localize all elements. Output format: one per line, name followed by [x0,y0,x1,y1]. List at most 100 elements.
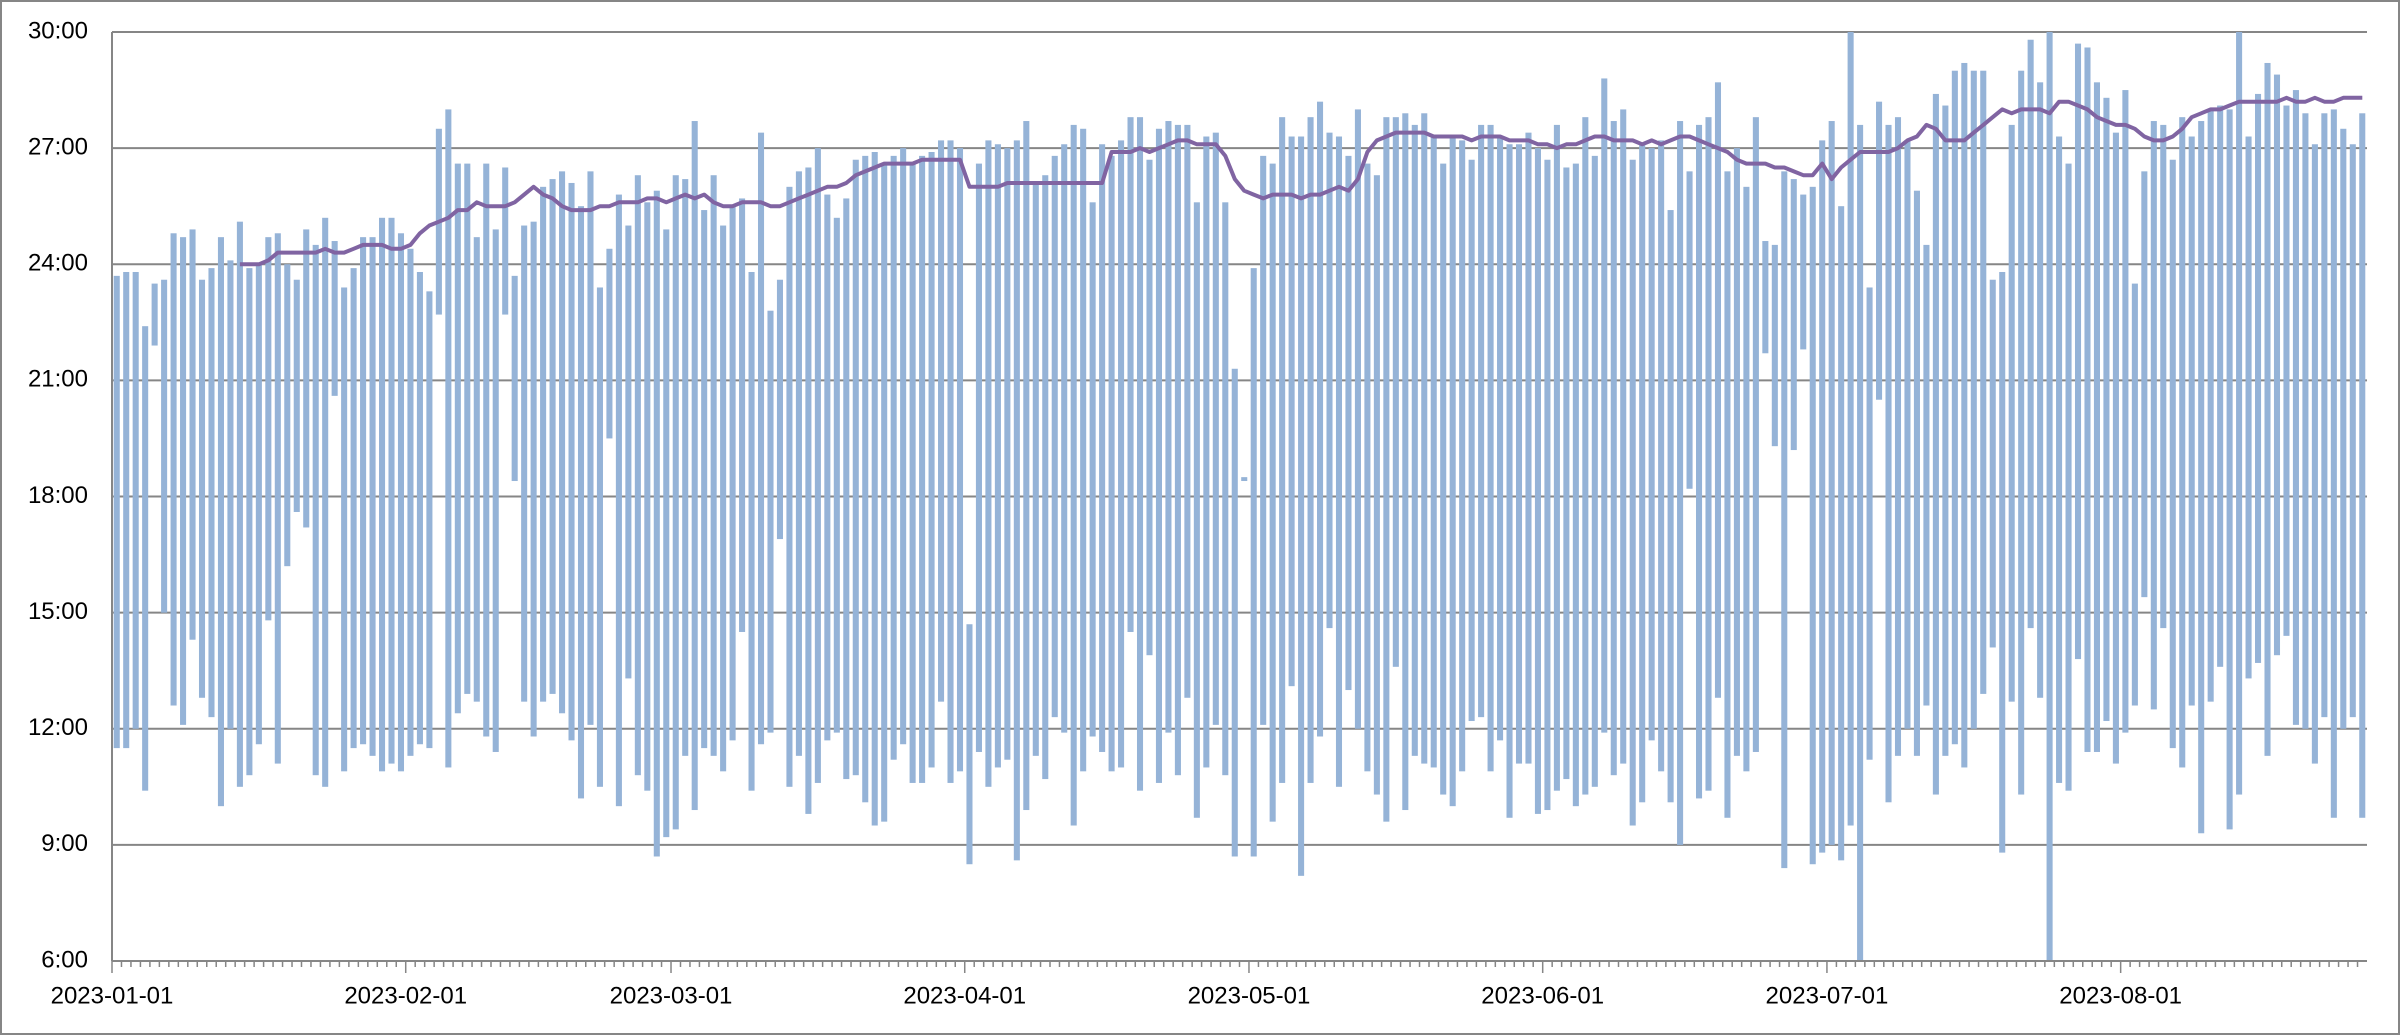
bar [1800,194,1807,350]
bar [2112,132,2119,764]
bar [909,163,916,783]
bar [559,171,566,714]
bar [1809,186,1816,865]
bar [2046,32,2053,961]
bar [2056,136,2063,783]
bar [625,225,632,679]
bar [1724,171,1731,818]
bar [341,287,348,772]
bar [1260,155,1267,725]
bar [322,217,329,787]
bar [1298,136,1305,876]
bar [691,121,698,811]
bar [2074,43,2082,660]
bar [776,279,784,540]
bar [587,171,594,725]
bar [748,271,755,791]
x-tick-label: 2023-01-01 [51,982,174,1009]
bar [644,202,651,791]
bar [871,151,878,826]
bar [1970,70,1977,729]
bar [1686,171,1693,489]
bar [388,217,395,764]
x-tick-label: 2023-02-01 [344,982,467,1009]
bar [720,225,727,772]
bar [1506,144,1513,818]
bar [1913,190,1920,756]
bar [1591,155,1598,787]
bar [1885,124,1892,803]
bar [672,175,679,830]
x-tick-label: 2023-05-01 [1188,982,1311,1009]
bar [1004,148,1011,760]
bar [1553,124,1560,791]
bar [606,248,613,439]
bar [2255,93,2262,663]
bar [378,217,386,772]
bar [2321,113,2328,718]
bar [1421,113,1428,764]
bar [1790,179,1797,451]
x-tick-label: 2023-07-01 [1766,982,1889,1009]
bar [1326,132,1333,629]
bar [2027,39,2034,629]
bar [1032,182,1039,756]
bar [1136,117,1144,791]
bar [805,167,812,814]
bar [1999,271,2006,853]
bar [1762,241,1769,354]
bar [1942,105,1949,756]
bar [2236,32,2243,795]
bar [1771,244,1778,447]
y-tick-label: 24:00 [28,250,88,277]
bar [2160,124,2167,629]
bar [2150,121,2157,710]
bar [1819,140,1826,853]
bar [1212,132,1219,725]
bar [170,233,177,706]
bar [1582,117,1589,795]
bar [938,140,945,702]
bar [1714,82,1722,698]
bar [1184,124,1191,698]
bar [1677,121,1684,845]
bar [1449,136,1456,807]
bar [198,279,206,698]
bar [303,229,310,528]
bar [1525,132,1532,764]
bar [881,163,888,822]
bar [445,109,452,768]
y-tick-label: 30:00 [28,17,88,44]
bar [416,271,423,745]
x-tick-label: 2023-04-01 [903,982,1026,1009]
bar [767,310,774,733]
bar [312,244,319,776]
bar [274,233,281,764]
bar [1515,144,1523,764]
y-tick-label: 27:00 [28,133,88,160]
y-tick-label: 12:00 [28,714,88,741]
bar [1051,155,1058,718]
y-tick-label: 6:00 [41,946,88,973]
bar [492,229,499,752]
bar [2103,97,2110,722]
bar [2093,82,2101,752]
bar [1610,121,1617,776]
bar [132,271,139,729]
bar [663,229,670,838]
bar [161,279,168,613]
bar [293,279,300,512]
bar [1070,124,1077,826]
bar [1847,32,1854,826]
bar [350,268,357,749]
bar [1193,202,1200,818]
bar [682,179,689,756]
bar [1013,140,1020,861]
bar [464,163,471,694]
bar [265,237,272,621]
bar [1544,159,1551,811]
bar [1127,117,1134,632]
bar [862,155,869,803]
bar [1468,159,1475,722]
bar [2008,124,2015,702]
